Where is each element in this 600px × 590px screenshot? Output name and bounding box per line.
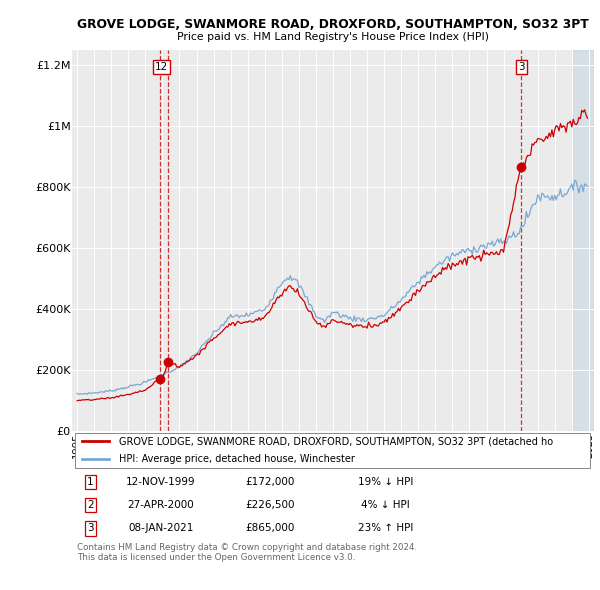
Text: 4% ↓ HPI: 4% ↓ HPI bbox=[361, 500, 410, 510]
Text: 2: 2 bbox=[87, 500, 94, 510]
Text: HPI: Average price, detached house, Winchester: HPI: Average price, detached house, Winc… bbox=[119, 454, 355, 464]
Text: Contains HM Land Registry data © Crown copyright and database right 2024.
This d: Contains HM Land Registry data © Crown c… bbox=[77, 543, 418, 562]
Text: 3: 3 bbox=[87, 523, 94, 533]
Text: 12-NOV-1999: 12-NOV-1999 bbox=[126, 477, 196, 487]
Text: £226,500: £226,500 bbox=[245, 500, 295, 510]
FancyBboxPatch shape bbox=[74, 432, 590, 468]
Text: 1: 1 bbox=[87, 477, 94, 487]
Text: £865,000: £865,000 bbox=[245, 523, 295, 533]
Text: £172,000: £172,000 bbox=[245, 477, 295, 487]
Text: Price paid vs. HM Land Registry's House Price Index (HPI): Price paid vs. HM Land Registry's House … bbox=[177, 32, 489, 42]
Text: 3: 3 bbox=[518, 62, 524, 72]
Text: 23% ↑ HPI: 23% ↑ HPI bbox=[358, 523, 413, 533]
Bar bbox=[572, 50, 594, 431]
Text: GROVE LODGE, SWANMORE ROAD, DROXFORD, SOUTHAMPTON, SO32 3PT: GROVE LODGE, SWANMORE ROAD, DROXFORD, SO… bbox=[77, 18, 589, 31]
Text: 19% ↓ HPI: 19% ↓ HPI bbox=[358, 477, 413, 487]
Text: 08-JAN-2021: 08-JAN-2021 bbox=[128, 523, 193, 533]
Text: 12: 12 bbox=[155, 62, 168, 72]
Text: 27-APR-2000: 27-APR-2000 bbox=[127, 500, 194, 510]
Text: GROVE LODGE, SWANMORE ROAD, DROXFORD, SOUTHAMPTON, SO32 3PT (detached ho: GROVE LODGE, SWANMORE ROAD, DROXFORD, SO… bbox=[119, 437, 553, 446]
